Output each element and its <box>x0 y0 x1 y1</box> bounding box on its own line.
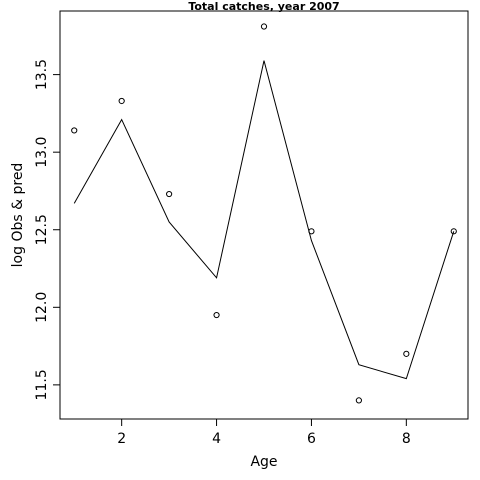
x-tick-label: 2 <box>117 431 126 447</box>
observed-point <box>213 311 220 319</box>
x-axis-label: Age <box>250 454 277 470</box>
observed-point <box>71 127 78 134</box>
x-tick-label: 6 <box>307 431 316 447</box>
observed-point <box>450 228 457 235</box>
observed-point <box>166 190 173 198</box>
y-axis: 11.5 12.0 12.5 13.0 13.5 <box>34 59 60 400</box>
y-axis-label: log Obs & pred <box>10 163 26 268</box>
y-tick-label: 12.5 <box>34 214 50 245</box>
y-tick-label: 13.5 <box>34 59 50 90</box>
chart-title: Total catches, year 2007 <box>188 0 339 13</box>
observed-point <box>260 23 268 30</box>
plot-frame <box>59 10 469 420</box>
observed-point <box>355 397 362 404</box>
x-axis: 2 4 6 8 <box>117 419 411 447</box>
series-layer <box>71 23 457 404</box>
observed-point <box>403 350 410 357</box>
y-tick-label: 12.0 <box>34 292 50 323</box>
predicted-line <box>73 60 455 380</box>
y-tick-label: 13.0 <box>34 137 50 168</box>
x-tick-label: 8 <box>402 431 411 447</box>
y-tick-label: 11.5 <box>34 369 50 400</box>
observed-point <box>118 97 125 105</box>
x-tick-label: 4 <box>212 431 221 447</box>
